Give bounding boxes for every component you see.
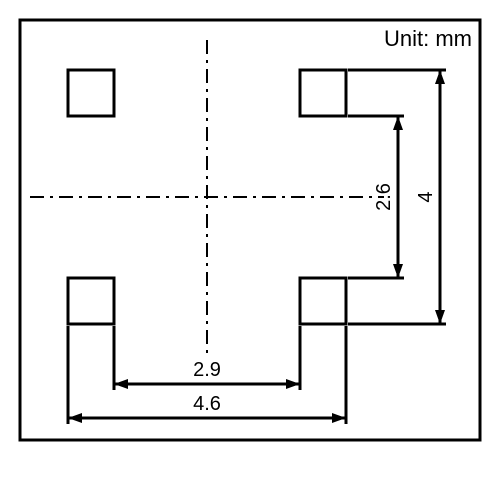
pad-2 — [300, 70, 346, 116]
dim-pad-h-spacing: 2.9 — [193, 359, 221, 381]
unit-label: Unit: mm — [384, 26, 472, 51]
footprint-diagram: Unit: mm 2.9 4.6 2.6 4 — [0, 0, 500, 500]
pad-4 — [300, 278, 346, 324]
pad-1 — [68, 70, 114, 116]
drawing-border — [20, 20, 480, 440]
dim-overall-height: 4 — [415, 191, 437, 202]
dim-overall-width: 4.6 — [193, 393, 221, 415]
pad-3 — [68, 278, 114, 324]
dim-pad-v-spacing: 2.6 — [373, 183, 395, 211]
